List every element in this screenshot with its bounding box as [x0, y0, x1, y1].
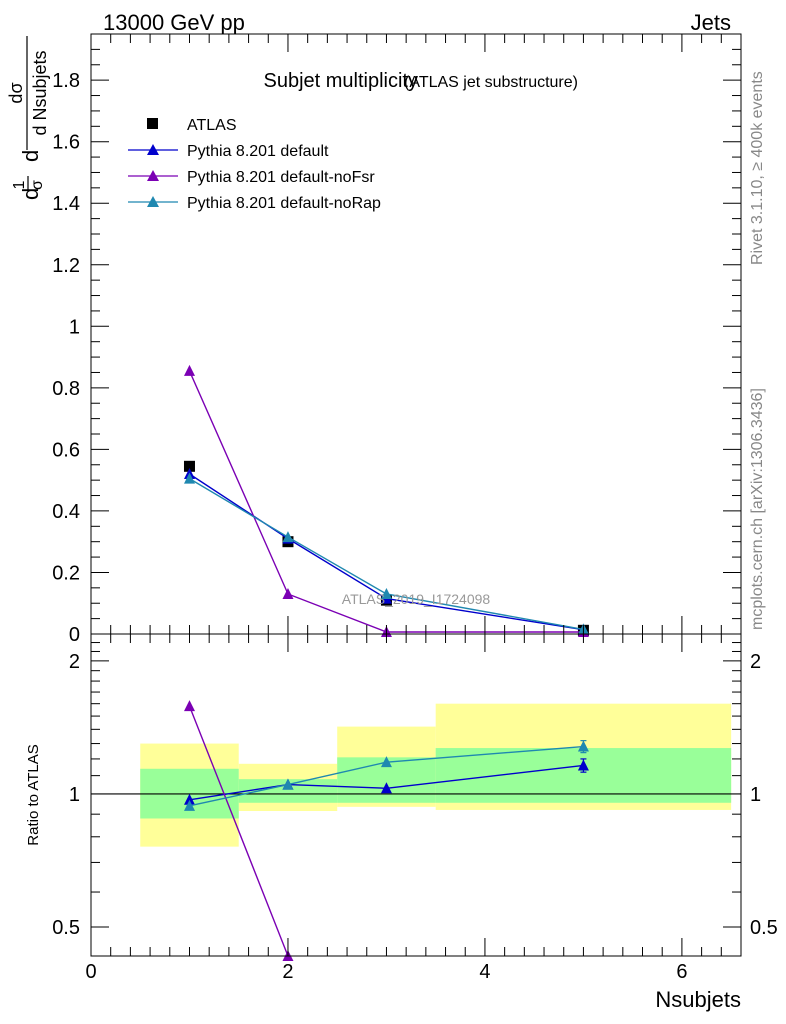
main-y-axis-label: d 1 σ d dσ d Nsubjets	[6, 36, 50, 200]
x-axis-label: Nsubjets	[655, 987, 741, 1012]
xtick-label: 2	[282, 961, 293, 983]
series-1	[183, 468, 589, 635]
legend-atlas-marker	[147, 118, 158, 129]
ratio-data-point	[380, 782, 392, 794]
ratio-series-2	[183, 740, 589, 811]
header-right: Jets	[691, 10, 731, 35]
legend-default-label: Pythia 8.201 default	[187, 143, 329, 160]
ratio-ytick-label: 1	[69, 784, 80, 806]
ratio-data-point	[183, 793, 195, 805]
ratio-series-line	[189, 745, 584, 807]
ratio-ytick-label-right: 0.5	[750, 917, 778, 939]
legend-default-marker	[147, 144, 159, 155]
legend-nofsr-label: Pythia 8.201 default-noFsr	[187, 169, 375, 186]
main-ytick-label: 1.8	[52, 70, 80, 92]
ylabel-one: 1	[11, 180, 28, 189]
uncertainty-band-inner	[435, 748, 732, 803]
main-ytick-label: 0.8	[52, 378, 80, 400]
ratio-data-point	[380, 756, 392, 768]
ylabel-dnsubjets: d Nsubjets	[30, 50, 50, 135]
ratio-data-point	[282, 778, 294, 790]
ratio-data-point	[577, 740, 589, 752]
data-point-triangle	[282, 588, 294, 599]
main-ytick-label: 1.2	[52, 255, 80, 277]
ratio-y-axis-label: Ratio to ATLAS	[25, 744, 42, 845]
header-left: 13000 GeV pp	[103, 10, 245, 35]
data-point-triangle	[380, 588, 392, 599]
data-point-triangle	[183, 472, 195, 484]
ratio-ytick-label: 0.5	[52, 917, 80, 939]
data-point-square	[183, 460, 195, 472]
legend-norap-marker	[147, 196, 159, 207]
main-ytick-label: 1	[69, 316, 80, 338]
ratio-ytick-label: 2	[69, 651, 80, 673]
series-0	[183, 460, 589, 636]
main-ytick-label: 0.6	[52, 439, 80, 461]
chart-title-main: Subjet multiplicity	[263, 70, 418, 92]
ylabel-d1: d	[18, 188, 43, 200]
data-point-triangle	[282, 531, 294, 543]
ratio-series-0	[183, 758, 589, 805]
main-ytick-label: 0	[69, 624, 80, 646]
xtick-label: 6	[676, 961, 687, 983]
xtick-label: 4	[479, 961, 490, 983]
series-line	[189, 473, 584, 631]
analysis-watermark: ATLAS_2019_I1724098	[342, 591, 491, 607]
series-3	[183, 472, 589, 635]
ratio-data-point	[577, 759, 589, 771]
ratio-series-line	[189, 764, 584, 801]
ylabel-sigma: σ	[29, 180, 46, 190]
ratio-data-point	[183, 700, 195, 712]
main-ytick-label: 0.4	[52, 501, 80, 523]
series-line	[189, 478, 584, 631]
main-ytick-label: 0.2	[52, 562, 80, 584]
rivet-version-label: Rivet 3.1.10, ≥ 400k events	[749, 71, 766, 265]
legend-nofsr-marker	[147, 170, 159, 181]
legend-norap-label: Pythia 8.201 default-noRap	[187, 195, 381, 212]
main-ytick-label: 1.6	[52, 132, 80, 154]
chart-title: Subjet multiplicity	[263, 70, 418, 92]
ylabel-d2: d	[18, 150, 43, 162]
xtick-label: 0	[85, 961, 96, 983]
ratio-series-line	[188, 705, 289, 957]
ratio-data-point	[183, 799, 195, 811]
main-panel: 0 0.2 0.4 0.6 0.8 1 1.2 1.4 1.6 1.8 d 1 σ d dσ d …	[6, 33, 742, 646]
ylabel-dsigma: dσ	[6, 82, 26, 103]
ratio-ytick-label-right: 2	[750, 651, 761, 673]
mcplots-label: mcplots.cern.ch [arXiv:1306.3436]	[749, 388, 766, 630]
main-ytick-label: 1.4	[52, 193, 80, 215]
legend: ATLAS Pythia 8.201 default Pythia 8.201 …	[128, 117, 381, 212]
ratio-panel: 0.5 0.5 1 1 2 2 0 2 4 6 Ratio to ATLAS Nsubjets	[25, 633, 778, 1012]
ratio-ytick-label-right: 1	[750, 784, 761, 806]
legend-atlas-label: ATLAS	[187, 117, 237, 134]
chart-subtitle: (ATLAS jet substructure)	[404, 74, 578, 91]
ratio-frame	[90, 633, 742, 957]
data-point-triangle	[183, 364, 195, 376]
